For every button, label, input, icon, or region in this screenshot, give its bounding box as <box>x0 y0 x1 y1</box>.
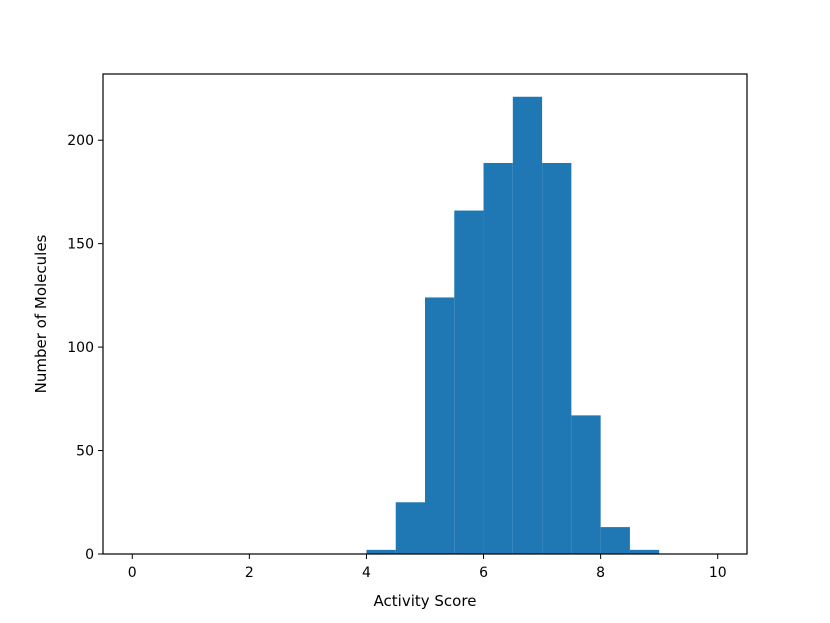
y-axis-label: Number of Molecules <box>32 234 50 393</box>
histogram-bar <box>366 549 396 554</box>
histogram-bar <box>512 96 543 555</box>
y-tick-label: 50 <box>76 444 94 460</box>
histogram-bar <box>542 162 572 554</box>
x-tick-label: 0 <box>128 565 137 581</box>
x-tick-label: 2 <box>245 565 254 581</box>
histogram-bar <box>483 162 513 554</box>
y-axis-ticks: 0 50 100 150 200 <box>67 133 103 563</box>
histogram-bar <box>629 549 660 554</box>
histogram-bar <box>571 415 601 554</box>
histogram-bar <box>425 297 455 554</box>
histogram-bar <box>454 210 484 554</box>
y-tick-label: 150 <box>67 237 94 253</box>
histogram-bars <box>366 96 660 555</box>
x-tick-label: 6 <box>479 565 488 581</box>
y-tick-label: 100 <box>67 340 94 356</box>
histogram-bar <box>395 502 425 554</box>
x-tick-label: 10 <box>709 565 727 581</box>
x-axis-label: Activity Score <box>374 592 477 610</box>
x-tick-label: 8 <box>596 565 605 581</box>
x-axis-ticks: 0 2 4 6 8 10 <box>128 554 727 581</box>
x-tick-label: 4 <box>362 565 371 581</box>
y-tick-label: 0 <box>85 547 94 563</box>
histogram-bar <box>600 527 630 554</box>
plot-area-frame <box>102 73 748 555</box>
y-tick-label: 200 <box>67 133 94 149</box>
